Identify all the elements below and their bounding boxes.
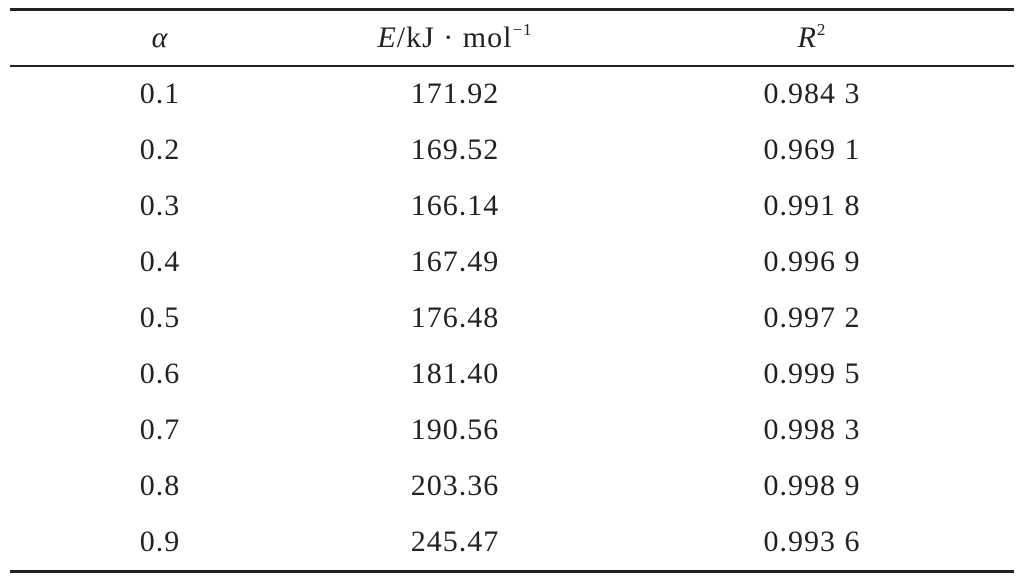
- table-cell: 0.998 3: [763, 413, 861, 446]
- table-cell: 181.40: [410, 357, 500, 390]
- table-cell: 169.52: [410, 133, 500, 166]
- table-cell: 171.92: [410, 77, 500, 110]
- header-cell: E/kJ · mol−1: [305, 18, 605, 58]
- top-rule: [10, 8, 1014, 11]
- table-cell: 0.997 2: [763, 301, 861, 334]
- header-superscript: 2: [816, 20, 827, 39]
- table-cell: 0.984 3: [763, 77, 861, 110]
- table-cell: 166.14: [410, 189, 500, 222]
- table-cell: 167.49: [410, 245, 500, 278]
- table-cell: 0.9: [139, 525, 181, 558]
- header-symbol: E: [377, 21, 397, 54]
- table-cell: 0.4: [139, 245, 181, 278]
- table-cell: 176.48: [410, 301, 500, 334]
- table-cell: 0.5: [139, 301, 181, 334]
- header-symbol: R: [797, 21, 817, 54]
- table-cell: 0.7: [139, 413, 181, 446]
- table-cell: 203.36: [410, 469, 500, 502]
- table-cell: 0.993 6: [763, 525, 861, 558]
- table-cell: 0.6: [139, 357, 181, 390]
- table-cell: 0.2: [139, 133, 181, 166]
- header-rule: [10, 65, 1014, 67]
- header-cell: α: [10, 18, 310, 58]
- header-unit: /kJ · mol: [396, 21, 513, 54]
- table-cell: 0.999 5: [763, 357, 861, 390]
- table-cell: 0.1: [139, 77, 181, 110]
- header-cell: R2: [662, 18, 962, 58]
- table-cell: 0.996 9: [763, 245, 861, 278]
- table-cell: 0.991 8: [763, 189, 861, 222]
- table-cell: 190.56: [410, 413, 500, 446]
- table-cell: 0.969 1: [763, 133, 861, 166]
- table-cell: 0.8: [139, 469, 181, 502]
- table-cell: 0.3: [139, 189, 181, 222]
- table-cell: 0.998 9: [763, 469, 861, 502]
- header-superscript: −1: [512, 20, 533, 39]
- bottom-rule: [10, 570, 1014, 573]
- table-cell: 245.47: [410, 525, 500, 558]
- header-symbol: α: [151, 21, 169, 54]
